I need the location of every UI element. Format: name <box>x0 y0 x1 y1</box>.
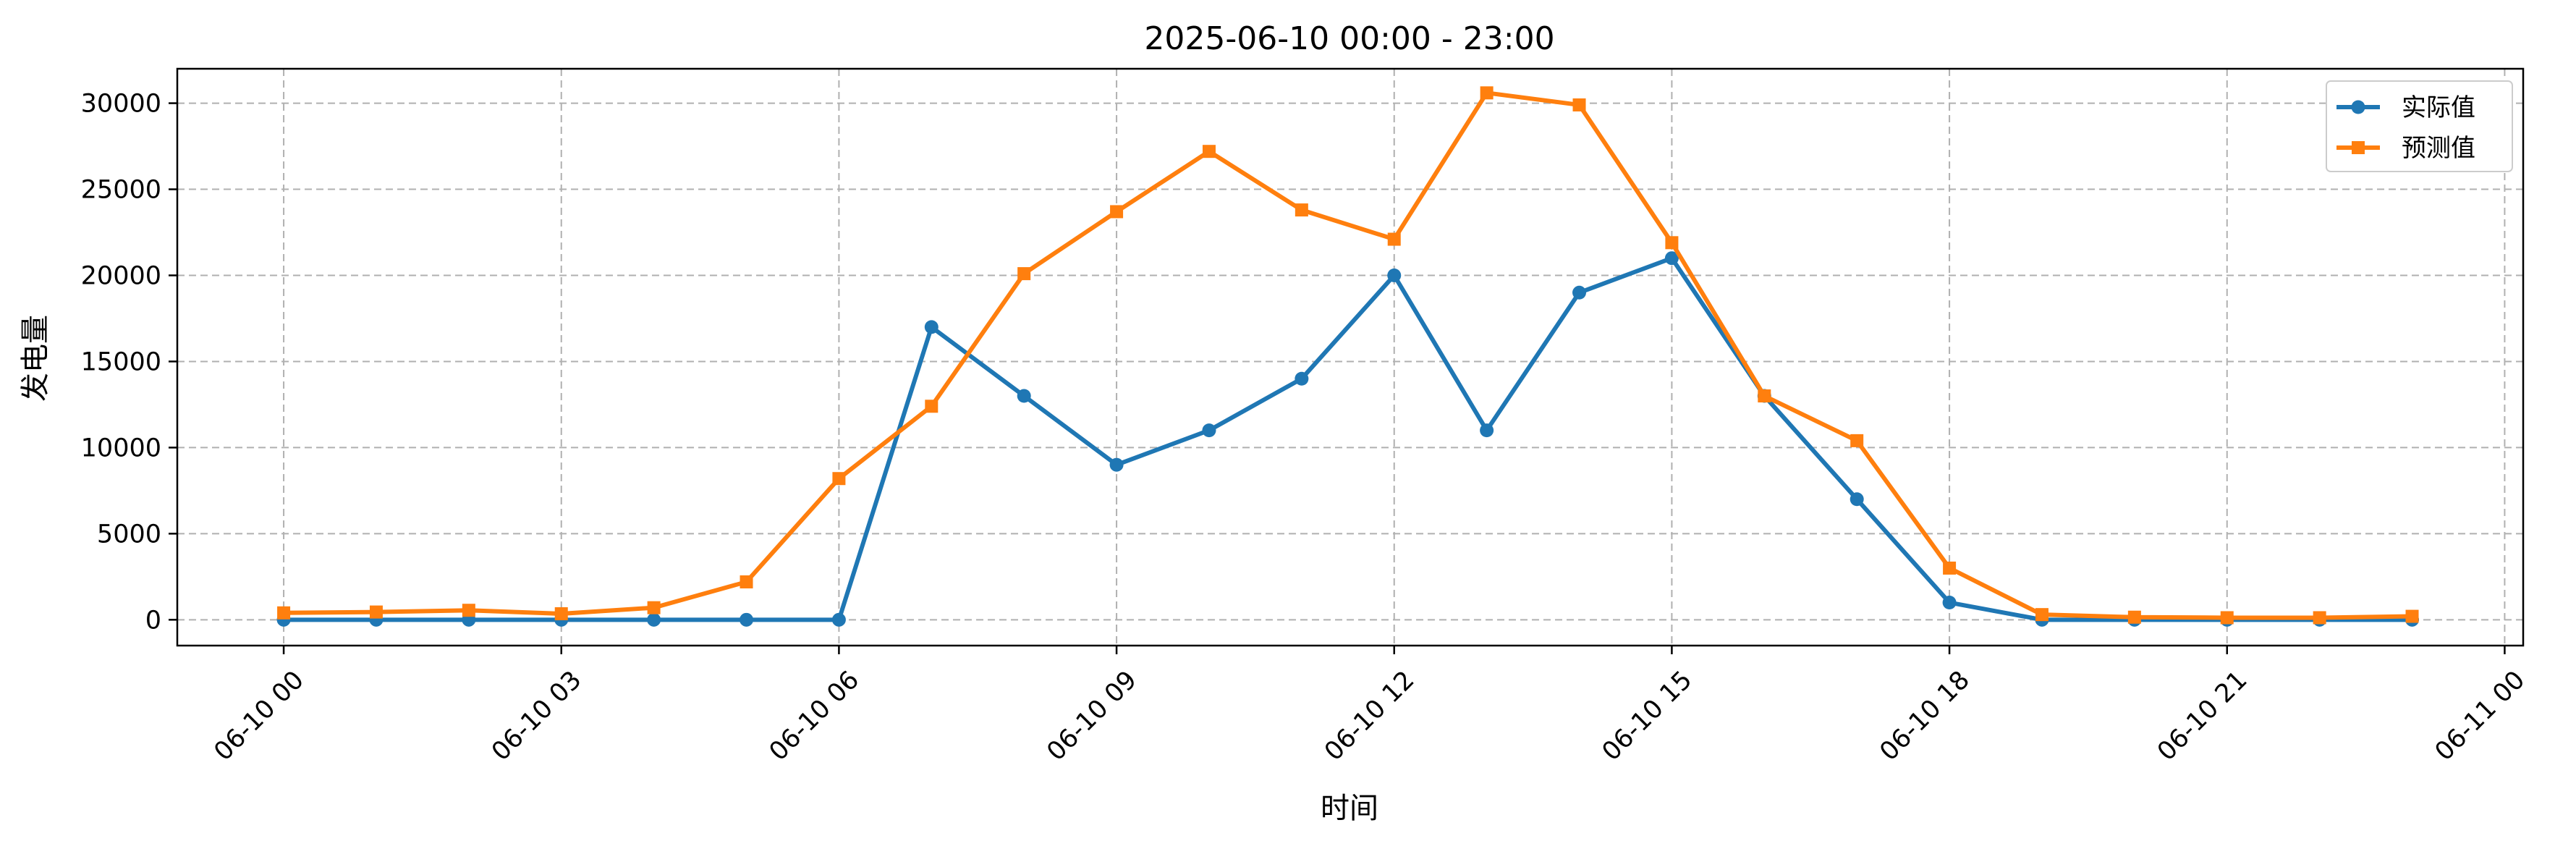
y-tick-label: 5000 <box>97 520 161 549</box>
data-point <box>1110 205 1124 219</box>
legend-marker <box>2352 141 2365 154</box>
y-axis-label: 发电量 <box>19 315 52 402</box>
data-point <box>925 400 939 413</box>
data-point <box>2313 611 2326 625</box>
legend-item: 预测值 <box>2336 134 2475 163</box>
data-point <box>1480 423 1494 438</box>
data-point <box>1387 232 1401 246</box>
data-point <box>277 606 291 620</box>
y-axis: 0 5000 10000 15000 20000 25000 30000 <box>81 90 177 635</box>
plot-frame <box>176 67 2525 647</box>
data-point <box>831 612 846 627</box>
y-tick-label: 0 <box>145 606 161 635</box>
chart-title: 2025-06-10 00:00 - 23:00 <box>1144 20 1554 57</box>
y-tick-label: 15000 <box>81 347 161 376</box>
data-point <box>462 604 475 617</box>
data-point <box>740 612 754 627</box>
data-point <box>2127 610 2141 624</box>
data-point <box>740 575 753 588</box>
data-point <box>1942 596 1957 610</box>
series-2 <box>277 86 2419 625</box>
data-point <box>1665 236 1679 250</box>
y-tick-label: 20000 <box>81 261 161 290</box>
series-line <box>284 90 2412 620</box>
data-point <box>1850 434 1864 447</box>
data-point <box>2405 609 2419 623</box>
data-point <box>832 472 846 486</box>
series-layer <box>276 86 2420 627</box>
data-point <box>1017 389 1031 403</box>
data-point <box>1572 98 1586 111</box>
data-point <box>1202 423 1216 438</box>
data-point <box>1664 251 1679 266</box>
data-point <box>1295 371 1309 386</box>
data-point <box>1850 492 1864 507</box>
data-point <box>1758 389 1771 403</box>
data-point <box>369 605 383 619</box>
legend-label: 实际值 <box>2402 93 2475 122</box>
data-point <box>1017 267 1031 281</box>
data-point <box>1202 145 1216 159</box>
y-tick-label: 30000 <box>81 90 161 119</box>
data-point <box>1295 203 1308 217</box>
y-tick-label: 10000 <box>81 434 161 462</box>
data-point <box>1572 285 1587 300</box>
y-tick-label: 25000 <box>81 176 161 205</box>
series-line <box>284 255 2412 622</box>
data-point <box>1943 561 1957 575</box>
legend-marker <box>2351 100 2365 114</box>
data-point <box>924 320 939 334</box>
data-point <box>554 607 568 620</box>
x-axis-label: 时间 <box>1321 792 1378 825</box>
data-point <box>647 601 661 614</box>
data-point <box>647 612 661 627</box>
legend-item: 实际值 <box>2336 93 2475 122</box>
data-point <box>1387 268 1402 282</box>
data-point <box>1480 86 1494 100</box>
data-point <box>2035 608 2048 622</box>
legend-label: 预测值 <box>2402 134 2475 163</box>
data-point <box>1109 457 1124 472</box>
data-point <box>2220 611 2234 625</box>
grid <box>177 69 2523 646</box>
